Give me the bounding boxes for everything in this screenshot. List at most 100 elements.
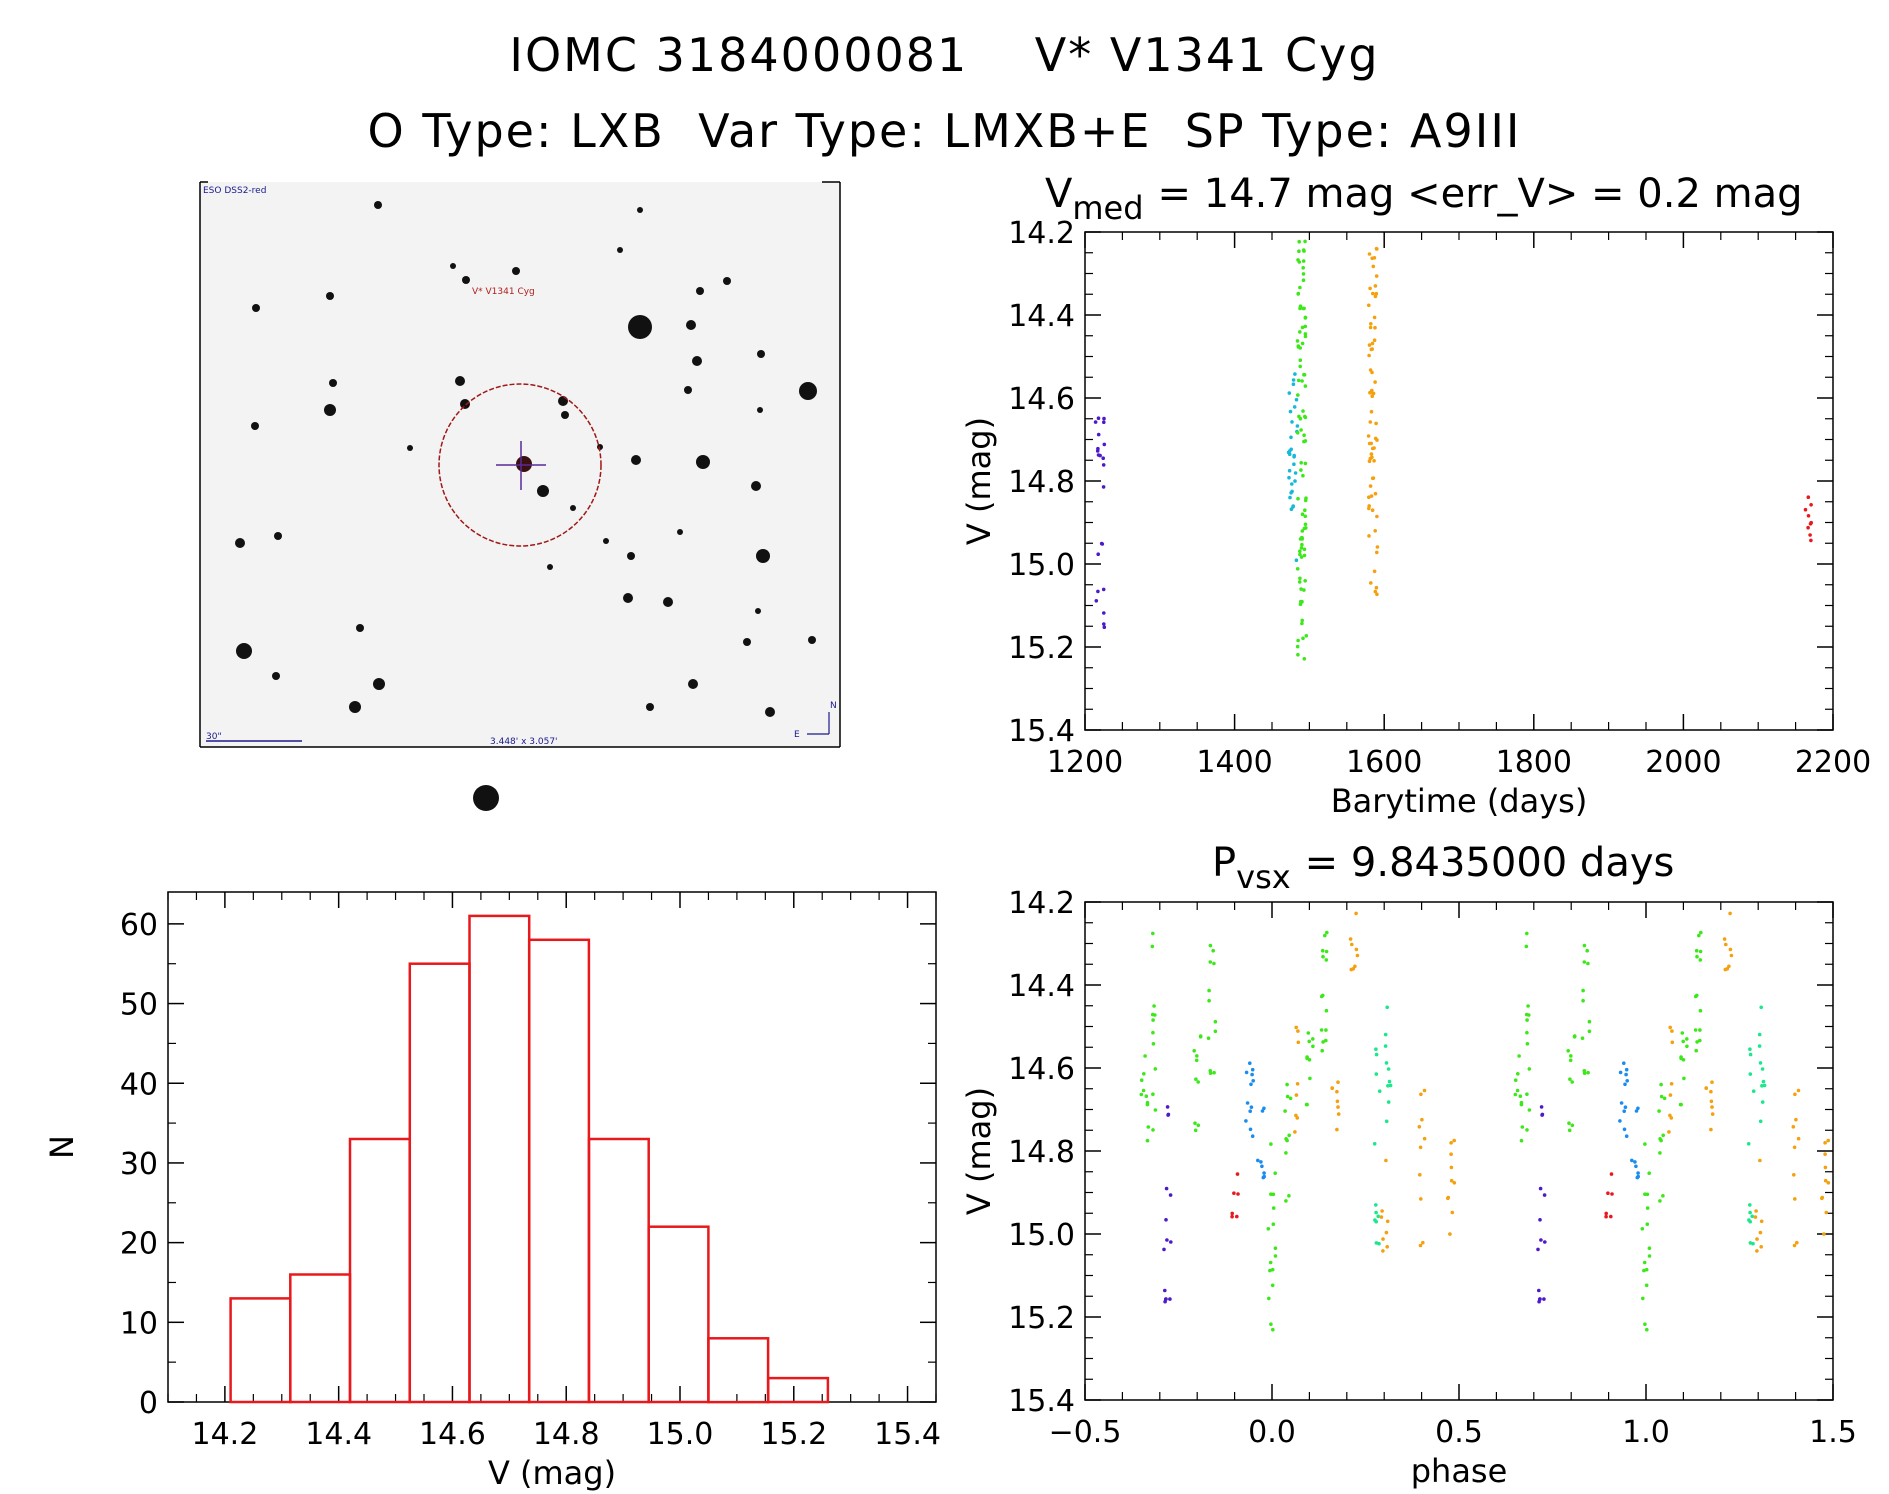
phased-point — [1581, 988, 1585, 993]
phased-point — [1793, 1092, 1797, 1097]
lightcurve-point — [1297, 414, 1301, 419]
phased-point — [1293, 1130, 1297, 1134]
lightcurve-point — [1298, 576, 1302, 581]
phased-point — [1679, 1102, 1683, 1107]
phased-point — [1422, 1136, 1427, 1141]
phased-point — [1513, 1092, 1518, 1097]
phased-point — [1755, 1237, 1759, 1241]
phased-point — [1386, 1067, 1391, 1071]
phased-point — [1323, 933, 1327, 938]
phased-point — [1384, 1158, 1388, 1163]
phased-point — [1645, 1222, 1650, 1226]
lightcurve-point — [1298, 602, 1303, 606]
phased-point — [1151, 1042, 1156, 1046]
phased-point — [1270, 1267, 1275, 1272]
lightcurve-point — [1297, 239, 1301, 244]
lightcurve-point — [1303, 514, 1308, 519]
phased-point — [1759, 1005, 1763, 1010]
phased-point — [1695, 1040, 1699, 1044]
histogram-y-tick-label: 60 — [120, 908, 158, 943]
phased-point — [1387, 1079, 1392, 1084]
phased-point — [1658, 1137, 1662, 1141]
phased-point — [1450, 1210, 1455, 1215]
lightcurve-point — [1286, 450, 1291, 455]
phased-point — [1142, 1072, 1146, 1076]
phased-y-tick-label: 14.4 — [1008, 969, 1075, 1004]
lightcurve-point — [1295, 644, 1300, 649]
phased-point — [1232, 1191, 1236, 1195]
lightcurve-point — [1374, 421, 1378, 426]
phased-point — [1685, 1037, 1689, 1041]
phased-point — [1311, 1044, 1315, 1049]
phased-point — [1606, 1191, 1610, 1195]
phased-point — [1685, 1044, 1689, 1049]
phased-point — [1269, 1322, 1273, 1326]
lightcurve-point — [1370, 256, 1374, 261]
lightcurve-point — [1095, 449, 1100, 453]
phased-point — [1724, 942, 1728, 947]
phased-point — [1641, 1296, 1645, 1301]
lightcurve-point — [1369, 409, 1374, 414]
phased-point — [1348, 937, 1353, 941]
phased-point — [1164, 1218, 1168, 1222]
phased-point — [1166, 1112, 1171, 1117]
lightcurve-point — [1101, 587, 1106, 592]
lightcurve-point — [1290, 420, 1294, 424]
phased-point — [1321, 1040, 1325, 1044]
phased-point — [1305, 1102, 1309, 1107]
phased-point — [1354, 911, 1358, 916]
phased-point — [1567, 1121, 1571, 1125]
phased-point — [1823, 1165, 1828, 1170]
lightcurve-point — [1373, 529, 1377, 533]
lightcurve-point — [1302, 588, 1306, 592]
phased-point — [1822, 1232, 1826, 1236]
phased-point — [1668, 1025, 1672, 1030]
lightcurve-point — [1289, 491, 1293, 495]
phased-point — [1587, 1029, 1592, 1034]
lightcurve-point — [1375, 545, 1380, 549]
phased-point — [1417, 1125, 1422, 1129]
lightcurve-point — [1303, 522, 1308, 527]
lightcurve-point — [1367, 343, 1372, 347]
lightcurve-point — [1375, 592, 1379, 597]
phased-point — [1325, 930, 1329, 935]
lightcurve-point — [1300, 512, 1305, 516]
phased-point — [1754, 1209, 1758, 1213]
lightcurve-point — [1300, 529, 1305, 533]
phased-point — [1244, 1119, 1248, 1123]
lightcurve-point — [1298, 285, 1302, 290]
phased-point — [1746, 1142, 1751, 1146]
phased-x-tick-label: −0.5 — [1049, 1415, 1122, 1450]
lightcurve-point — [1291, 378, 1296, 382]
phased-point — [1235, 1172, 1240, 1176]
lightcurve-point — [1298, 552, 1302, 557]
lightcurve-point — [1371, 291, 1375, 296]
phased-point — [1383, 1044, 1388, 1048]
phased-point — [1633, 1160, 1637, 1164]
phased-point — [1194, 1077, 1198, 1081]
lightcurve-point — [1296, 344, 1301, 348]
lightcurve-point — [1296, 652, 1300, 657]
lightcurve-point — [1102, 625, 1107, 629]
phased-point — [1538, 1186, 1543, 1191]
phased-point — [1196, 1123, 1201, 1128]
phased-point — [1449, 1165, 1454, 1170]
lightcurve-point — [1298, 364, 1302, 369]
phased-point — [1709, 1127, 1713, 1132]
lightcurve-point — [1806, 525, 1810, 530]
phased-point — [1680, 1031, 1685, 1035]
phased-y-tick-label: 14.8 — [1008, 1135, 1075, 1170]
phased-point — [1212, 1070, 1216, 1075]
phased-point — [1748, 1072, 1753, 1076]
phased-point — [1388, 1083, 1393, 1088]
phased-point — [1165, 1105, 1170, 1109]
lightcurve-point — [1299, 546, 1304, 550]
phased-point — [1213, 1029, 1218, 1034]
lightcurve-point — [1288, 495, 1292, 500]
histogram-x-tick-label: 15.0 — [647, 1417, 714, 1452]
phased-point — [1643, 1142, 1647, 1146]
lightcurve-point — [1102, 420, 1106, 425]
phased-point — [1207, 998, 1211, 1003]
phased-point — [1699, 930, 1703, 935]
